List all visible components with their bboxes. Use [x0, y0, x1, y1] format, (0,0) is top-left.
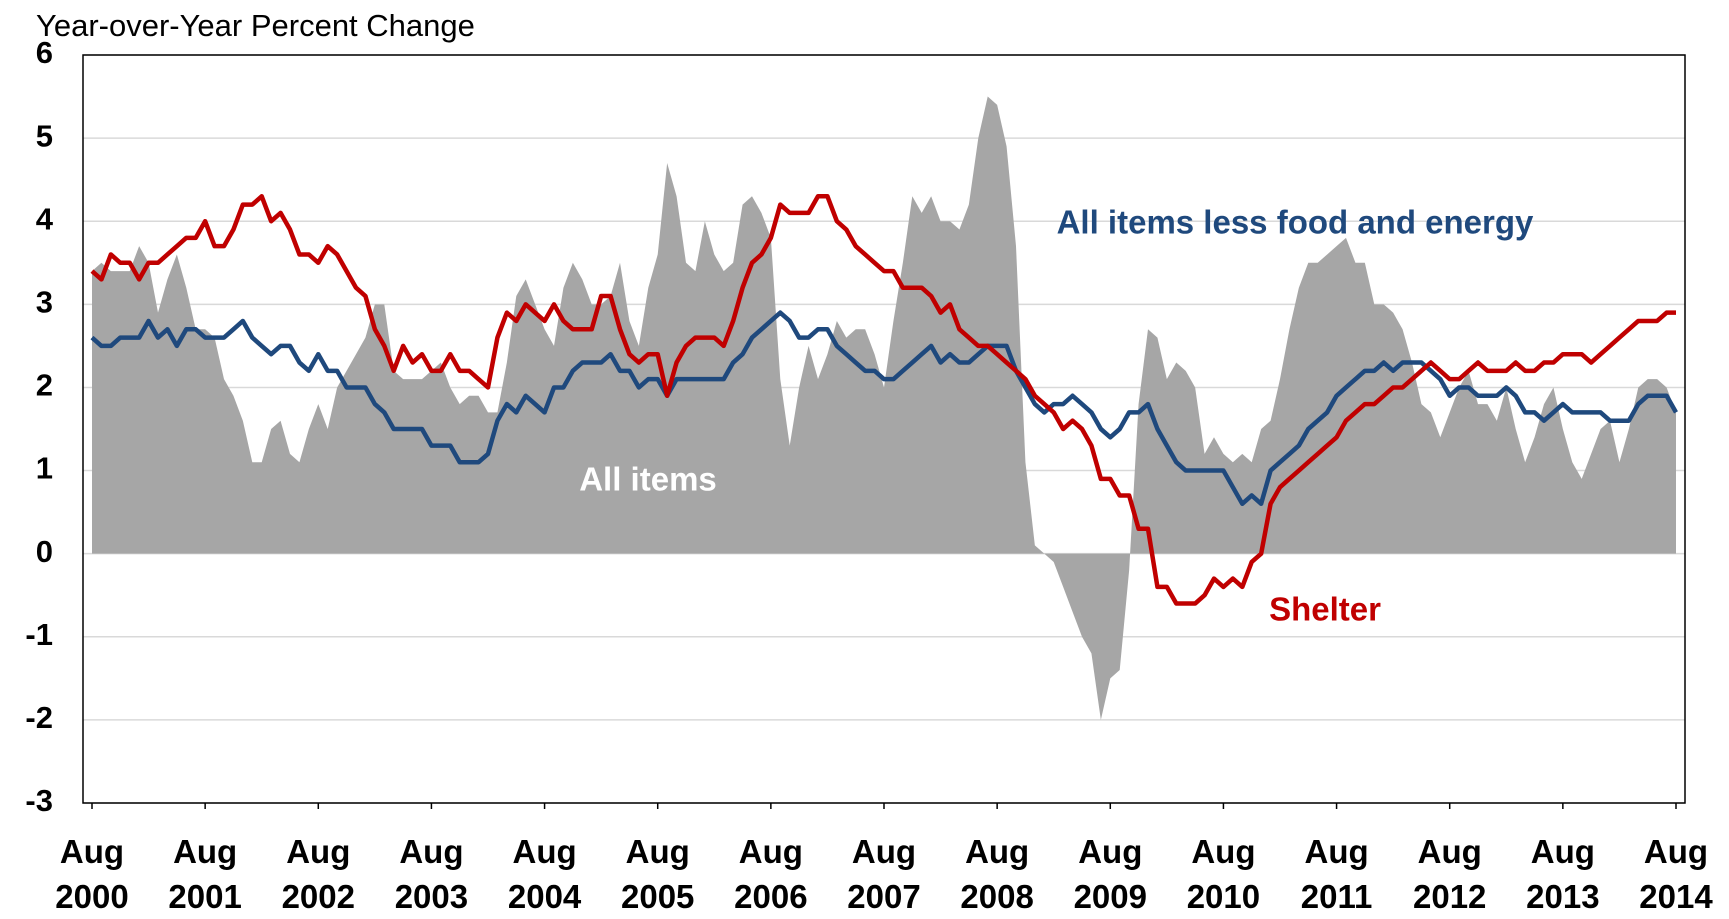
series-label: Shelter: [1269, 591, 1381, 628]
x-tick-label: Aug 2004: [508, 833, 582, 915]
y-tick-label: 2: [36, 368, 53, 403]
x-tick-label-line: 2012: [1413, 878, 1486, 915]
x-tick-label-line: 2010: [1187, 878, 1260, 915]
x-tick-label-line: Aug: [626, 833, 690, 870]
x-tick-label-line: Aug: [1078, 833, 1142, 870]
x-tick-label: Aug 2010: [1187, 833, 1260, 915]
x-tick-label-line: 2007: [847, 878, 920, 915]
x-tick-label-line: Aug: [60, 833, 124, 870]
x-tick-label: Aug 2008: [960, 833, 1033, 915]
x-tick-label-line: Aug: [739, 833, 803, 870]
x-tick-label-line: Aug: [852, 833, 916, 870]
x-tick-label-line: Aug: [1191, 833, 1255, 870]
y-tick-label: 0: [36, 534, 53, 569]
x-tick-label: Aug 2013: [1526, 833, 1599, 915]
x-tick-label-line: 2002: [282, 878, 355, 915]
x-tick-label-line: 2008: [960, 878, 1033, 915]
x-tick-label: Aug 2005: [621, 833, 694, 915]
series-label: All items: [579, 461, 717, 498]
x-tick-label: Aug 2011: [1301, 833, 1373, 915]
x-tick-label: Aug 2002: [282, 833, 355, 915]
x-tick-label-line: 2006: [734, 878, 807, 915]
x-tick-label-line: Aug: [173, 833, 237, 870]
line: [90, 194, 1676, 606]
y-tick-label: -3: [25, 783, 53, 818]
x-tick-label-line: 2001: [168, 878, 241, 915]
y-tick-label: 6: [36, 35, 53, 70]
x-tick-label-line: 2003: [395, 878, 468, 915]
y-tick-label: 5: [36, 118, 53, 153]
y-tick-label: 1: [36, 451, 53, 486]
y-tick-label: -2: [25, 700, 53, 735]
x-tick-label: Aug 2003: [395, 833, 468, 915]
x-tick-label-line: Aug: [1531, 833, 1595, 870]
area: [92, 96, 1676, 720]
x-tick-label-line: Aug: [512, 833, 576, 870]
x-tick-label: Aug 2007: [847, 833, 920, 915]
x-tick-label: Aug 2001: [168, 833, 241, 915]
line: [90, 310, 1678, 507]
x-tick-label-line: 2009: [1074, 878, 1147, 915]
x-tick-label: Aug 2009: [1074, 833, 1147, 915]
x-tick-label-line: Aug: [1304, 833, 1368, 870]
y-tick-label: 3: [36, 285, 53, 320]
x-tick-label-line: Aug: [1418, 833, 1482, 870]
marks: [90, 96, 1678, 720]
x-tick-label-line: 2014: [1639, 878, 1713, 915]
x-tick-label-line: 2005: [621, 878, 694, 915]
x-tick-label-line: 2011: [1301, 878, 1373, 915]
y-axis-label: Year-over-Year Percent Change: [36, 8, 475, 43]
x-tick-label: Aug 2006: [734, 833, 807, 915]
series-label: All items less food and energy: [1057, 204, 1534, 241]
x-tick-label-line: Aug: [286, 833, 350, 870]
x-tick-label: Aug 2000: [55, 833, 128, 915]
x-tick-label-line: Aug: [399, 833, 463, 870]
y-tick-label: 4: [36, 201, 54, 236]
x-tick-label: Aug 2012: [1413, 833, 1486, 915]
x-tick-label-line: Aug: [965, 833, 1029, 870]
x-tick-label: Aug 2014: [1639, 833, 1713, 915]
x-tick-label-line: Aug: [1644, 833, 1708, 870]
x-tick-label-line: 2000: [55, 878, 128, 915]
y-tick-label: -1: [25, 617, 53, 652]
x-tick-label-line: 2013: [1526, 878, 1599, 915]
x-tick-label-line: 2004: [508, 878, 582, 915]
plot-frame: [82, 54, 1686, 804]
